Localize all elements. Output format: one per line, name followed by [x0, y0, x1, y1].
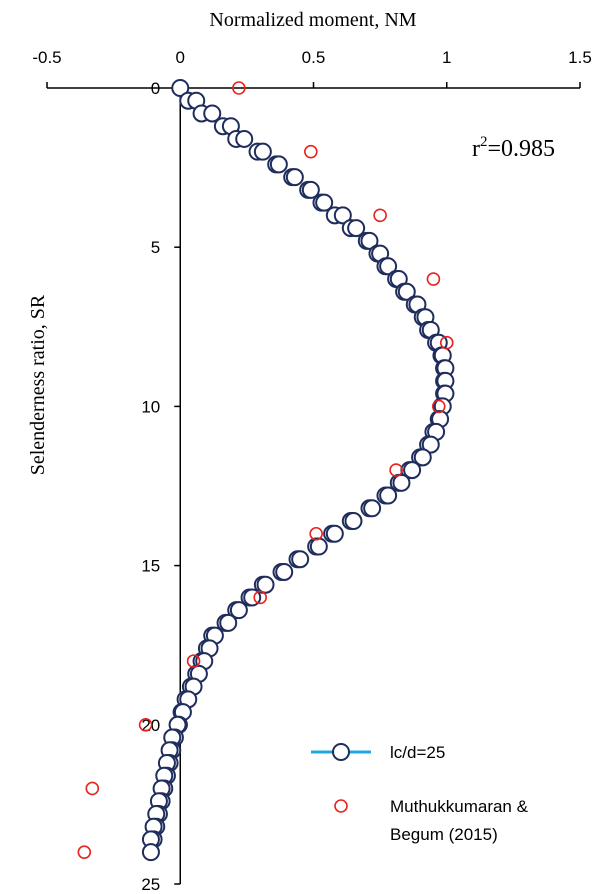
data-point-lc-d	[379, 486, 398, 505]
data-point-muthukkumaran	[232, 81, 246, 95]
data-point-muthukkumaran	[304, 144, 318, 159]
data-point-lc-d	[333, 206, 352, 225]
data-point-lc-d	[269, 155, 288, 174]
data-point-lc-d	[256, 575, 275, 594]
data-point-lc-d	[219, 613, 238, 632]
data-point-lc-d	[360, 231, 379, 250]
r-squared-annotation: r2=0.985	[472, 134, 555, 162]
data-point-muthukkumaran	[373, 208, 387, 223]
data-point-lc-d	[392, 473, 411, 492]
series-muthukkumaran-markers	[77, 81, 454, 859]
data-point-lc-d	[347, 219, 366, 238]
x-axis-label: Normalized moment, NM	[209, 9, 416, 31]
data-point-lc-d	[344, 512, 363, 531]
r-squared-superscript: 2	[480, 134, 488, 150]
data-point-lc-d	[253, 142, 272, 161]
data-point-muthukkumaran	[426, 272, 441, 286]
data-point-lc-d	[413, 448, 432, 467]
x-tick-label: 1.5	[568, 48, 592, 67]
legend-swatch-marker-muthukkumaran	[334, 799, 348, 813]
data-point-lc-d	[285, 168, 304, 187]
data-point-lc-d	[363, 499, 382, 518]
data-point-muthukkumaran	[389, 463, 403, 477]
data-point-muthukkumaran	[253, 590, 268, 605]
data-point-lc-d	[275, 562, 294, 581]
x-tick-label: 1	[442, 48, 451, 67]
data-point-lc-d	[325, 524, 344, 543]
data-point-lc-d	[203, 104, 222, 123]
data-point-lc-d	[403, 461, 422, 480]
legend-swatch-marker-lc-d	[332, 743, 350, 761]
axes-group	[47, 87, 580, 884]
data-point-lc-d	[291, 550, 310, 569]
data-point-muthukkumaran	[431, 399, 446, 414]
data-point-muthukkumaran	[85, 781, 100, 796]
data-point-muthukkumaran	[138, 717, 153, 732]
data-point-lc-d	[379, 257, 398, 276]
y-tick-label: 10	[141, 397, 160, 416]
data-point-muthukkumaran	[309, 526, 323, 541]
x-tick-label: -0.5	[32, 48, 61, 67]
legend: lc/d=25 Muthukkumaran & Begum (2015)	[311, 743, 529, 844]
y-tick-label: 5	[151, 238, 160, 257]
x-ticks-group: -0.5 0 0.5 1 1.5	[32, 48, 592, 88]
data-point-muthukkumaran	[186, 654, 201, 668]
y-tick-label: 25	[141, 875, 160, 894]
data-point-lc-d	[229, 601, 248, 620]
x-tick-label: 0	[176, 48, 185, 67]
legend-label-lc-d: lc/d=25	[390, 743, 445, 762]
x-tick-label: 0.5	[302, 48, 326, 67]
series-lc-d-markers	[141, 79, 455, 862]
y-tick-label: 15	[141, 557, 160, 576]
data-point-lc-d	[315, 193, 334, 212]
r-squared-base: r	[472, 136, 480, 162]
data-point-lc-d	[141, 843, 160, 862]
data-point-muthukkumaran	[439, 335, 454, 350]
y-tick-label: 0	[151, 79, 160, 98]
data-point-lc-d	[235, 129, 254, 148]
data-point-lc-d	[421, 435, 440, 454]
legend-label-muthukkumaran-line-2: Begum (2015)	[390, 825, 498, 844]
r-squared-value: =0.985	[488, 136, 556, 162]
data-point-muthukkumaran	[77, 845, 92, 859]
data-point-lc-d	[171, 79, 190, 97]
legend-label-muthukkumaran-line-1: Muthukkumaran &	[390, 797, 529, 816]
data-point-lc-d	[397, 282, 416, 301]
y-axis-label: Selenderness ratio, SR	[27, 294, 49, 475]
data-point-lc-d	[309, 537, 328, 556]
data-point-lc-d	[301, 180, 320, 199]
